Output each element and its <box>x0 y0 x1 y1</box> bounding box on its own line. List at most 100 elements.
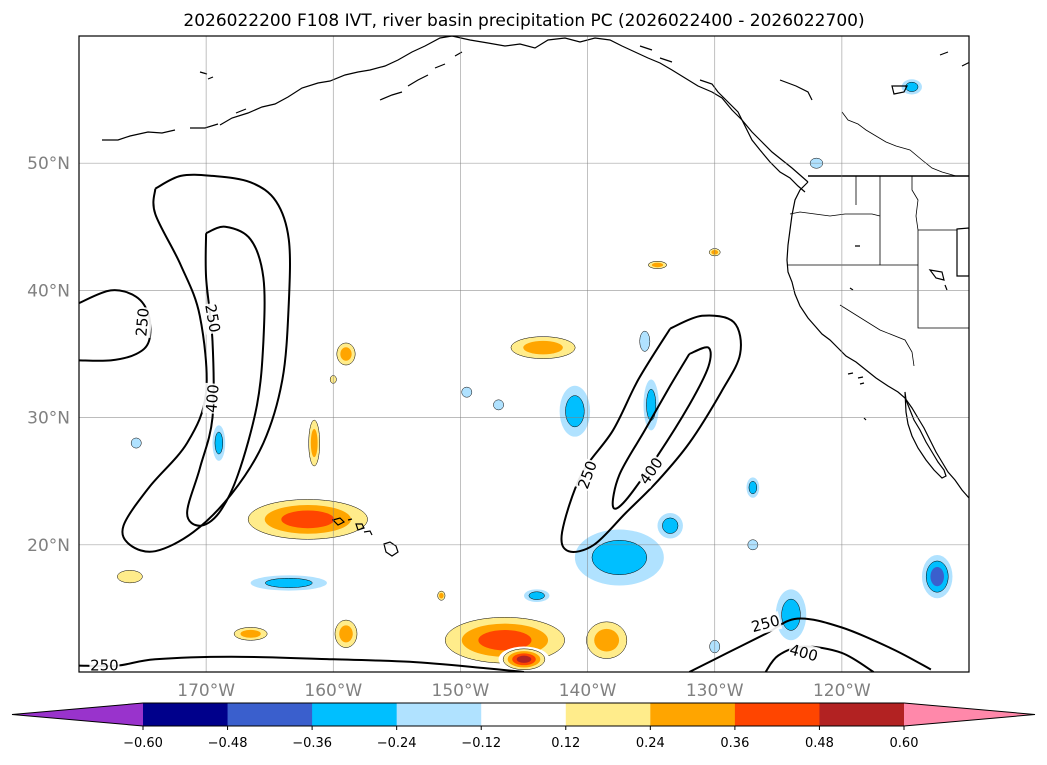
contour-label-bg <box>89 656 120 675</box>
colorbar-segment <box>819 703 905 726</box>
lon-tick-label: 140°W <box>559 681 617 701</box>
lon-tick-label: 120°W <box>813 681 871 701</box>
ivt-contour-400 <box>186 225 266 527</box>
pc-fill-level <box>461 386 473 398</box>
pc-region <box>775 589 807 641</box>
alaska-islands <box>199 45 969 193</box>
contour-label: 250 <box>201 303 224 334</box>
lat-tick-label: 40°N <box>27 281 70 301</box>
pc-region <box>643 379 659 431</box>
colorbar: −0.60 −0.48 −0.36 −0.24 −0.12 0.12 0.24 0.36 0.4… <box>11 702 1036 751</box>
contour-label-bg <box>202 382 223 415</box>
colorbar-tick-label: −0.12 <box>461 736 501 751</box>
contour-label-bg <box>635 453 668 489</box>
pc-region <box>498 332 588 363</box>
pc-region <box>231 493 385 545</box>
pc-fill-level <box>130 437 142 449</box>
contour-label-bg <box>786 640 821 666</box>
pc-fill-level <box>240 629 261 638</box>
pc-fill-level <box>523 340 563 355</box>
ivt-contour-250 <box>688 617 932 672</box>
north-america-coastline <box>786 181 969 499</box>
contour-label-bg <box>132 306 153 338</box>
pc-region <box>657 513 683 539</box>
lon-tick-label: 170°W <box>177 681 235 701</box>
contour-label: 400 <box>202 383 222 413</box>
colorbar-segment <box>734 703 820 726</box>
pc-region <box>901 79 922 95</box>
pc-region <box>493 399 504 411</box>
pc-fill-level <box>591 540 647 575</box>
colorbar-segment <box>143 703 229 726</box>
colorbar-extend-min <box>12 703 143 726</box>
pc-region <box>498 646 550 672</box>
colorbar-segment <box>312 703 398 726</box>
pc-fill-level <box>565 395 585 428</box>
pc-fill-level <box>930 566 944 587</box>
colorbar-tick-label: −0.48 <box>208 736 248 751</box>
pc-region <box>227 624 274 643</box>
pc-fill-level <box>478 630 532 651</box>
pc-fill-level <box>516 655 532 663</box>
colorbar-tick-label: 0.24 <box>636 736 665 751</box>
pc-fill-level <box>265 578 313 588</box>
pc-fill-level <box>340 347 352 361</box>
pc-fill-level <box>117 570 143 584</box>
contour-label: 250 <box>90 657 119 675</box>
precip-pc-layer <box>109 79 953 672</box>
pc-fill-level <box>310 428 318 458</box>
pc-fill-level <box>439 592 444 599</box>
pc-region <box>524 589 550 603</box>
map-frame <box>78 35 970 673</box>
contour-label-bg <box>748 611 783 637</box>
pc-region <box>436 589 447 603</box>
pc-region <box>250 575 327 591</box>
latitude-tick-labels: 20°N 30°N 40°N 50°N <box>27 154 70 556</box>
contour-label-bg <box>201 302 224 335</box>
pc-region <box>559 385 591 437</box>
lat-tick-label: 30°N <box>27 409 70 429</box>
ivt-contour-250 <box>121 173 291 553</box>
pc-fill-level <box>905 81 919 92</box>
colorbar-tick-label: −0.60 <box>123 736 163 751</box>
coastlines <box>102 36 969 557</box>
colorbar-tick-label: 0.60 <box>890 736 919 751</box>
colorbar-tick-label: 0.48 <box>805 736 834 751</box>
pc-region <box>212 425 226 461</box>
contour-label-bg <box>573 457 602 493</box>
ivt-contour-250 <box>560 314 742 553</box>
pc-fill-level <box>646 388 657 421</box>
pc-fill-level <box>493 399 504 411</box>
colorbar-segment <box>481 703 567 726</box>
pc-fill-level <box>214 431 224 455</box>
pc-region <box>644 259 671 271</box>
colorbar-tick-label: 0.36 <box>720 736 749 751</box>
contour-label: 250 <box>132 307 152 337</box>
lon-tick-label: 160°W <box>304 681 362 701</box>
pc-fill-level <box>339 625 353 643</box>
state-borders <box>787 111 969 367</box>
colorbar-tick-label: 0.12 <box>551 736 580 751</box>
colorbar-tick-label: −0.36 <box>292 736 332 751</box>
baja-california <box>904 391 947 479</box>
pc-region <box>306 411 322 475</box>
pc-region <box>461 386 473 398</box>
lon-tick-label: 130°W <box>686 681 744 701</box>
pc-fill-level <box>651 262 664 268</box>
graticule <box>79 36 969 672</box>
channel-islands <box>847 227 969 421</box>
alaska-coastline <box>102 36 809 183</box>
ivt-contour-250 <box>79 655 525 672</box>
longitude-tick-labels: 170°W 160°W 150°W 140°W 130°W 120°W <box>177 681 871 701</box>
ivt-contour-400 <box>611 346 712 510</box>
pc-region <box>333 338 359 370</box>
ivt-contours <box>79 173 932 672</box>
pc-fill-level <box>781 598 801 631</box>
pc-region <box>921 554 953 599</box>
pc-fill-level <box>594 628 620 652</box>
pc-fill-level <box>528 591 545 600</box>
pc-region <box>109 566 151 587</box>
